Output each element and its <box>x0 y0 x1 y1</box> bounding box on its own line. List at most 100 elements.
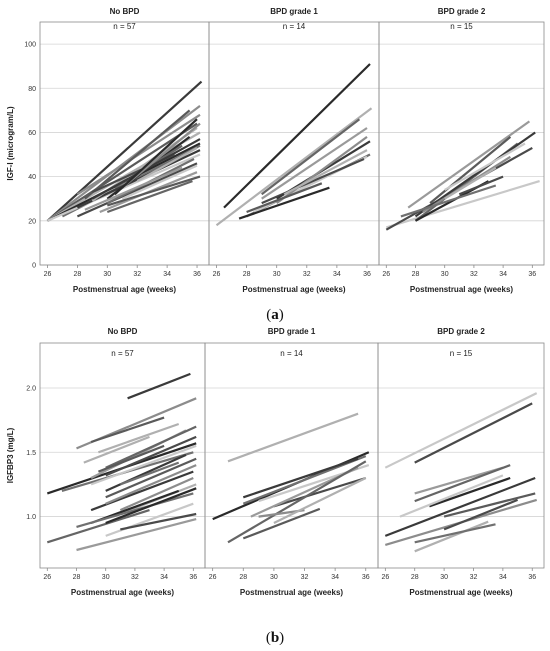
y-tick-label: 80 <box>28 86 36 93</box>
y-tick-label: 60 <box>28 130 36 137</box>
series-line <box>414 523 496 544</box>
series-line <box>105 425 197 469</box>
panel-n-label: n = 57 <box>111 349 134 358</box>
series-line <box>76 162 198 218</box>
series-line <box>105 435 197 477</box>
series-line <box>227 412 359 463</box>
x-tick-label: 30 <box>102 574 110 581</box>
panel-1: 26 28 30 32 34 36 No BPD n = 57 Postmenstrual ag… <box>39 327 206 597</box>
series-line <box>127 372 191 400</box>
x-tick-label: 30 <box>273 271 281 278</box>
y-tick-label: 20 <box>28 218 36 225</box>
panel-3: 26 28 30 32 34 36 BPD grade 2 n = 15 Postmenstru… <box>378 7 545 294</box>
series-line <box>98 422 180 454</box>
series-line <box>105 487 197 525</box>
panel-title: BPD grade 1 <box>268 327 316 336</box>
series-line <box>261 157 365 205</box>
panel-n-label: n = 15 <box>450 349 473 358</box>
x-axis-label: Postmenstrual age (weeks) <box>240 588 343 597</box>
series-line <box>414 466 504 495</box>
series-line <box>384 392 538 469</box>
y-tick-label: 40 <box>28 174 36 181</box>
panel-3: 26 28 30 32 34 36 BPD grade 2 n = 15 Postmenstru… <box>377 327 545 597</box>
panel-frame <box>377 342 545 569</box>
series-line <box>90 416 165 444</box>
series-line <box>273 477 367 524</box>
series-line <box>84 166 183 211</box>
x-tick-label: 30 <box>103 271 111 278</box>
series-line <box>119 461 180 486</box>
x-tick-label: 28 <box>411 574 419 581</box>
series-line <box>106 175 201 207</box>
x-tick-label: 28 <box>73 271 81 278</box>
series-line <box>242 507 321 540</box>
series-line <box>223 63 371 209</box>
series-line <box>46 122 198 222</box>
panel-title: No BPD <box>110 7 140 16</box>
x-tick-label: 34 <box>499 574 507 581</box>
x-tick-label: 36 <box>528 271 536 278</box>
series-line <box>429 476 511 508</box>
series-line <box>414 131 536 218</box>
series-line <box>246 182 323 214</box>
panel-frame <box>204 342 379 569</box>
series-line <box>238 186 330 220</box>
series-line <box>105 464 197 505</box>
panel-2: 26 28 30 32 34 36 BPD grade 1 n = 14 Postmenstru… <box>208 7 380 294</box>
series-line <box>273 476 367 508</box>
series-line <box>114 118 198 196</box>
x-tick-label: 36 <box>363 271 371 278</box>
x-tick-label: 30 <box>440 574 448 581</box>
series-line <box>242 457 359 499</box>
series-line <box>444 166 497 200</box>
series-line <box>76 518 197 552</box>
x-tick-label: 36 <box>193 271 201 278</box>
x-tick-label: 26 <box>382 271 390 278</box>
series-line <box>46 80 203 222</box>
series-line <box>90 444 197 486</box>
series-line <box>46 509 150 544</box>
caption-b: (b) <box>266 630 284 646</box>
series-line <box>443 492 536 518</box>
panel-n-label: n = 14 <box>280 349 303 358</box>
series-line <box>227 460 367 544</box>
panel-frame <box>39 21 210 266</box>
series-line <box>105 502 194 537</box>
x-tick-label: 26 <box>44 271 52 278</box>
x-tick-label: 28 <box>412 271 420 278</box>
series-line <box>399 474 504 518</box>
panel-frame <box>208 21 380 266</box>
x-axis-label: Postmenstrual age (weeks) <box>71 588 174 597</box>
x-tick-label: 32 <box>470 271 478 278</box>
panel-1: 26 28 30 32 34 36 No BPD n = 57 Postmenstrual ag… <box>39 7 210 294</box>
series-line <box>400 184 497 218</box>
series-line <box>105 453 187 492</box>
x-axis-label: Postmenstrual age (weeks) <box>410 285 513 294</box>
panel-n-label: n = 57 <box>113 22 136 31</box>
x-tick-label: 32 <box>303 271 311 278</box>
x-tick-label: 32 <box>131 574 139 581</box>
panel-n-label: n = 14 <box>283 22 306 31</box>
y-tick-label: 1.5 <box>26 450 36 457</box>
series-line <box>385 180 540 229</box>
x-tick-label: 26 <box>43 574 51 581</box>
series-line <box>97 444 165 473</box>
series-line <box>261 127 368 200</box>
caption-a: (a) <box>266 307 284 323</box>
x-tick-label: 34 <box>499 271 507 278</box>
series-line <box>414 520 489 553</box>
x-tick-label: 32 <box>133 271 141 278</box>
panel-title: BPD grade 2 <box>438 7 486 16</box>
x-tick-label: 34 <box>331 574 339 581</box>
series-line <box>276 136 368 204</box>
y-axis-label: IGF-I (microgram/L) <box>6 106 15 181</box>
series-line <box>384 476 536 537</box>
chart-igf1: 0 20 40 60 80 100 IGF-I (microgram/L) 26 28 30 32 3… <box>6 7 545 294</box>
series-line <box>84 109 191 200</box>
x-tick-label: 36 <box>189 574 197 581</box>
series-line <box>407 120 531 209</box>
series-line <box>261 118 361 196</box>
panel-2: 26 28 30 32 34 36 BPD grade 1 n = 14 Postmenstru… <box>204 327 379 597</box>
series-line <box>215 107 373 227</box>
